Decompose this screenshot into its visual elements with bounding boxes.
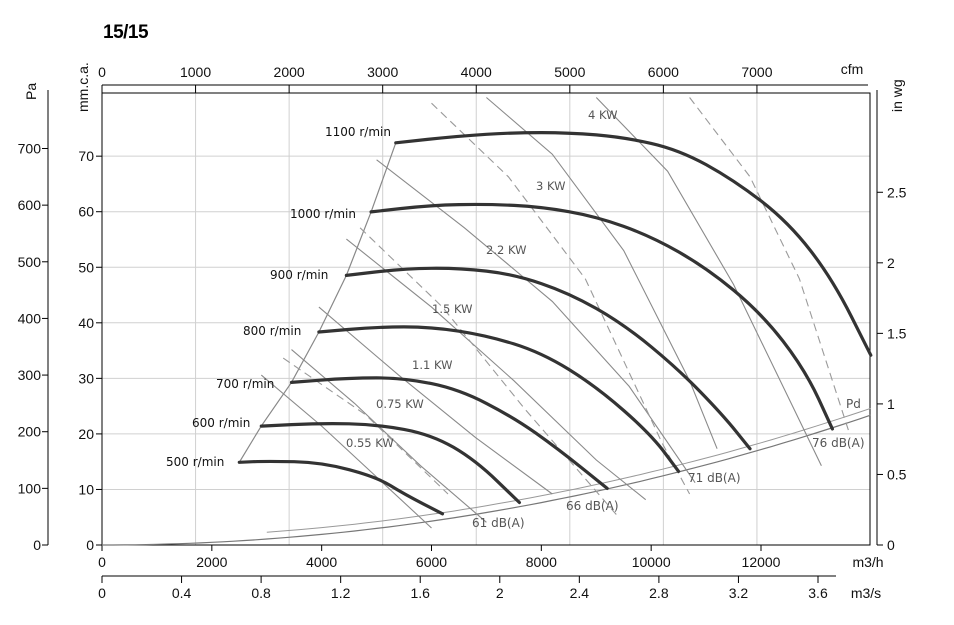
tick-label-pa: 500 — [18, 254, 42, 270]
tick-label-m3s: 2 — [496, 585, 504, 601]
tick-label-top: 1000 — [180, 64, 211, 80]
noise-label: 71 dB(A) — [688, 471, 741, 485]
tick-label-top: 0 — [98, 64, 106, 80]
tick-label-top: 2000 — [274, 64, 305, 80]
speed-curve — [394, 130, 873, 357]
kw-label: 1.1 KW — [412, 358, 452, 372]
tick-label-m3h: 4000 — [306, 554, 337, 570]
tick-label-inwg: 1 — [887, 396, 895, 412]
mmca-axis-unit: mm.c.a. — [75, 62, 91, 112]
tick-label-top: 4000 — [461, 64, 492, 80]
kw-line — [260, 374, 432, 529]
kw-line — [291, 349, 487, 523]
kw-label: 0.75 KW — [376, 397, 424, 411]
kw-label: 4 KW — [588, 108, 617, 122]
pd-curve — [102, 414, 871, 546]
tick-label-m3s: 3.6 — [808, 585, 828, 601]
speed-curve — [369, 202, 834, 431]
tick-label-mmca: 70 — [78, 148, 94, 164]
speed-curve-label: 800 r/min — [243, 324, 301, 338]
tick-label-mmca: 60 — [78, 204, 94, 220]
kw-line — [318, 306, 553, 495]
tick-label-mmca: 10 — [78, 481, 94, 497]
tick-label-pa: 100 — [18, 480, 42, 496]
tick-label-mmca: 0 — [86, 537, 94, 553]
tick-label-pa: 200 — [18, 424, 42, 440]
tick-label-mmca: 50 — [78, 259, 94, 275]
kw-label: 3 KW — [536, 179, 565, 193]
tick-label-pa: 400 — [18, 310, 42, 326]
tick-label-inwg: 2 — [887, 255, 895, 271]
tick-label-m3s: 0.8 — [251, 585, 271, 601]
pd-curve-upper — [266, 407, 871, 533]
tick-label-m3s: 1.6 — [410, 585, 430, 601]
speed-curve-label: 700 r/min — [216, 377, 274, 391]
kw-dashed-line — [359, 227, 619, 518]
tick-label-top: 6000 — [648, 64, 679, 80]
tick-label-m3s: 0.4 — [172, 585, 192, 601]
tick-label-m3h: 8000 — [526, 554, 557, 570]
tick-label-top: 7000 — [741, 64, 772, 80]
tick-label-inwg: 0.5 — [887, 466, 907, 482]
top-axis-unit: cfm — [841, 61, 864, 77]
tick-label-top: 5000 — [554, 64, 585, 80]
tick-label-mmca: 40 — [78, 315, 94, 331]
speed-curve-label: 1100 r/min — [325, 125, 391, 139]
noise-label: 61 dB(A) — [472, 516, 525, 530]
speed-curve — [289, 376, 609, 490]
tick-label-top: 3000 — [367, 64, 398, 80]
speed-curve — [317, 325, 681, 473]
speed-curve-label: 900 r/min — [270, 268, 328, 282]
tick-label-inwg: 1.5 — [887, 325, 907, 341]
kw-dashed-line — [282, 357, 449, 495]
tick-label-inwg: 0 — [887, 537, 895, 553]
kw-line — [346, 238, 647, 501]
kw-label: 0.55 KW — [346, 436, 394, 450]
tick-label-pa: 300 — [18, 367, 42, 383]
tick-label-m3h: 0 — [98, 554, 106, 570]
pa-axis-unit: Pa — [23, 83, 39, 100]
m3h-axis-unit: m3/h — [852, 554, 883, 570]
tick-label-mmca: 20 — [78, 426, 94, 442]
speed-curve — [259, 422, 521, 505]
kw-label: 2.2 KW — [486, 243, 526, 257]
tick-label-m3h: 12000 — [742, 554, 781, 570]
chart-title: 15/15 — [103, 22, 149, 43]
tick-label-m3h: 2000 — [196, 554, 227, 570]
tick-label-mmca: 30 — [78, 370, 94, 386]
tick-label-pa: 700 — [18, 141, 42, 157]
tick-label-pa: 0 — [33, 537, 41, 553]
m3s-axis-unit: m3/s — [851, 585, 881, 601]
pd-label: Pd — [846, 397, 861, 411]
tick-label-m3s: 3.2 — [729, 585, 749, 601]
labels: 0 1000 2000 3000 4000 5000 6000 700001020304050… — [18, 61, 907, 601]
kw-line — [595, 97, 822, 466]
kw-label: 1.5 KW — [432, 302, 472, 316]
speed-curve — [237, 459, 445, 516]
kw-dashed-line — [689, 97, 850, 432]
kw-line — [486, 97, 718, 449]
tick-label-m3h: 6000 — [416, 554, 447, 570]
tick-label-m3s: 2.8 — [649, 585, 669, 601]
speed-curve-label: 500 r/min — [166, 455, 224, 469]
tick-label-inwg: 2.5 — [887, 184, 907, 200]
axes — [42, 84, 883, 583]
stall-envelope — [238, 142, 397, 463]
inwg-axis-unit: in wg — [889, 79, 905, 112]
tick-label-m3s: 0 — [98, 585, 106, 601]
grid — [102, 93, 870, 545]
curves — [102, 97, 873, 546]
noise-label: 76 dB(A) — [812, 436, 865, 450]
speed-curve-label: 1000 r/min — [290, 207, 356, 221]
speed-curve-label: 600 r/min — [192, 416, 250, 430]
speed-curve — [344, 266, 752, 451]
tick-label-m3s: 2.4 — [570, 585, 590, 601]
tick-label-pa: 600 — [18, 197, 42, 213]
plot-frame — [101, 92, 871, 546]
tick-label-m3s: 1.2 — [331, 585, 351, 601]
tick-label-m3h: 10000 — [632, 554, 671, 570]
noise-label: 66 dB(A) — [566, 499, 619, 513]
